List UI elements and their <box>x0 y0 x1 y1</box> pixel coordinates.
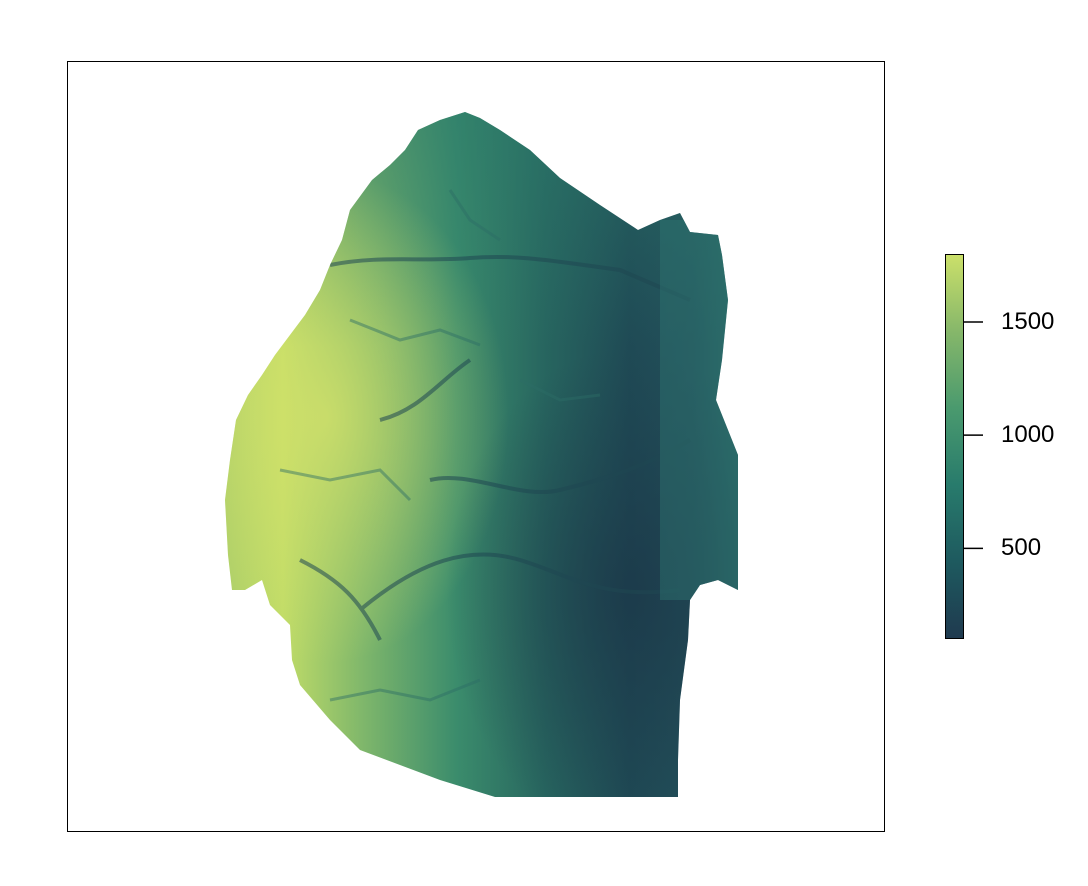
legend-tick-label: 500 <box>1001 534 1042 562</box>
legend-tick-label: 1500 <box>1001 307 1055 335</box>
plot-frame <box>67 61 885 832</box>
elevation-raster <box>225 112 738 797</box>
elevation-color-legend <box>945 254 964 639</box>
legend-tick-label: 1000 <box>1001 421 1055 449</box>
